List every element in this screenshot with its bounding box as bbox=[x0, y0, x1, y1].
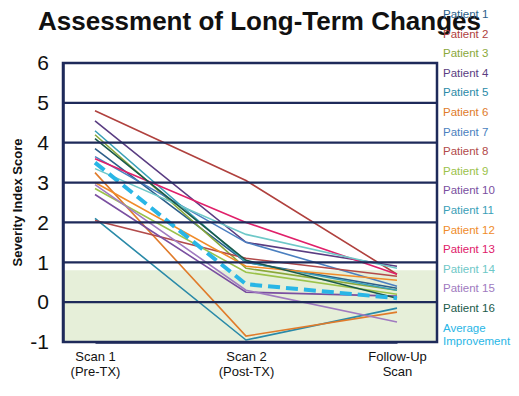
y-tick-label: 4 bbox=[37, 131, 49, 154]
x-tick-label: Scan 2(Post-TX) bbox=[219, 349, 275, 379]
y-tick-label: -1 bbox=[30, 330, 49, 353]
y-tick-label: 2 bbox=[37, 211, 49, 234]
series-line bbox=[95, 195, 397, 297]
legend-entry: Patient 4 bbox=[443, 67, 489, 79]
grid-line bbox=[63, 221, 437, 223]
y-tick: 6 bbox=[37, 51, 63, 74]
grid-line bbox=[63, 261, 437, 263]
legend-entry: AverageImprovement bbox=[443, 322, 511, 347]
grid-line bbox=[63, 301, 437, 303]
y-tick-label: 1 bbox=[37, 251, 49, 274]
series-line bbox=[95, 131, 397, 290]
legend-entry: Patient 8 bbox=[443, 145, 488, 157]
y-tick-label: 0 bbox=[37, 290, 49, 313]
y-axis: -1 0 1 2 3 4 5 6 bbox=[30, 51, 63, 353]
y-tick-label: 6 bbox=[37, 51, 49, 74]
y-tick: 2 bbox=[37, 211, 63, 234]
series-line bbox=[95, 189, 397, 295]
grid-line bbox=[63, 181, 437, 183]
x-tick: Scan 2(Post-TX) bbox=[219, 342, 275, 379]
title: Assessment of Long-Term Changes bbox=[38, 6, 481, 36]
legend-entry: Patient 12 bbox=[443, 224, 495, 236]
grid bbox=[63, 63, 437, 342]
legend-entry: Patient 10 bbox=[443, 184, 495, 196]
y-tick-label: 5 bbox=[37, 91, 49, 114]
legend-entry: Patient 6 bbox=[443, 106, 488, 118]
legend-entry: Patient 5 bbox=[443, 86, 488, 98]
legend-entry: Patient 15 bbox=[443, 282, 495, 294]
y-tick: 4 bbox=[37, 131, 63, 154]
x-tick-label: Follow-UpScan bbox=[368, 349, 427, 379]
series-line bbox=[95, 220, 397, 276]
x-axis: Scan 1(Pre-TX) Scan 2(Post-TX) Follow-UpSc… bbox=[71, 342, 427, 379]
legend: Patient 1 Patient 2 Patient 3 Patient 4 Pati… bbox=[443, 8, 511, 347]
y-axis-line bbox=[62, 64, 65, 343]
x-tick-label: Scan 1(Pre-TX) bbox=[71, 349, 121, 379]
legend-entry: Patient 14 bbox=[443, 263, 495, 275]
legend-entry: Patient 13 bbox=[443, 243, 495, 255]
y-tick: 0 bbox=[37, 290, 63, 313]
plot-frame bbox=[63, 63, 437, 342]
y-tick: 3 bbox=[37, 171, 63, 194]
chart: Assessment of Long-Term Changes -1 0 1 2 3 4 5 6… bbox=[0, 0, 519, 396]
legend-entry: Patient 9 bbox=[443, 165, 488, 177]
x-tick: Scan 1(Pre-TX) bbox=[71, 342, 121, 379]
grid-line bbox=[63, 142, 437, 144]
legend-entry: Patient 1 bbox=[443, 8, 488, 20]
series-line bbox=[95, 139, 397, 298]
y-tick: 1 bbox=[37, 251, 63, 274]
grid-line bbox=[63, 102, 437, 104]
legend-entry: Patient 3 bbox=[443, 47, 488, 59]
series-line bbox=[95, 218, 397, 340]
y-tick: -1 bbox=[30, 330, 63, 353]
legend-entry: Patient 2 bbox=[443, 28, 488, 40]
y-axis-label: Severity Index Score bbox=[10, 139, 25, 267]
x-axis-line bbox=[96, 341, 398, 344]
legend-entry: Patient 11 bbox=[443, 204, 494, 216]
lines bbox=[95, 111, 397, 340]
x-tick: Follow-UpScan bbox=[368, 342, 427, 379]
legend-entry: Patient 7 bbox=[443, 126, 488, 138]
legend-entry: Patient 16 bbox=[443, 302, 495, 314]
series-line bbox=[95, 111, 397, 274]
y-tick-label: 3 bbox=[37, 171, 49, 194]
y-tick: 5 bbox=[37, 91, 63, 114]
plot-area bbox=[63, 111, 437, 342]
